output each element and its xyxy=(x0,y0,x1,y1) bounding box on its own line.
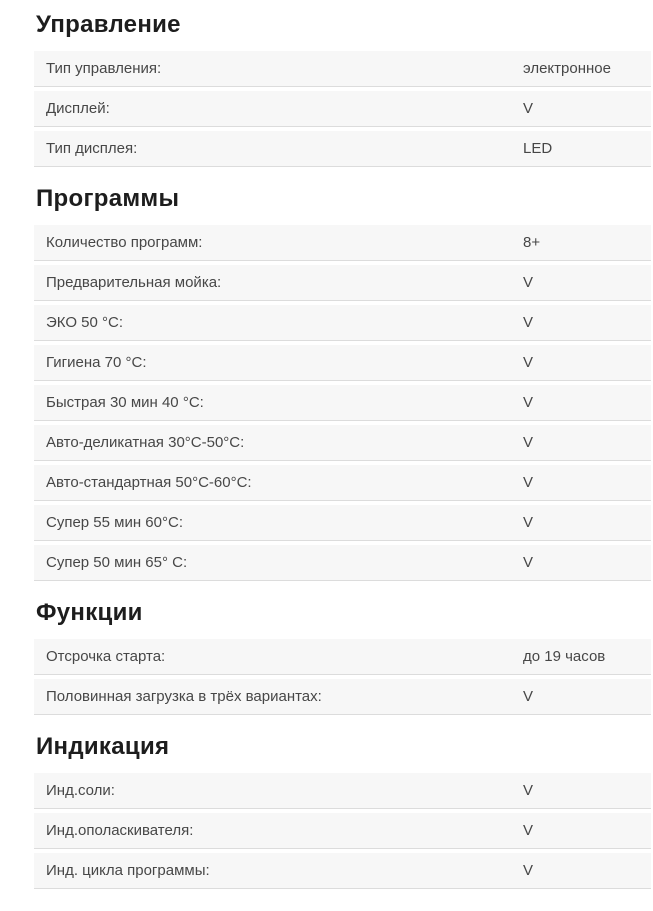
spec-label: Быстрая 30 мин 40 °С: xyxy=(46,394,204,411)
spec-row: Гигиена 70 °С: V xyxy=(34,345,651,381)
spec-row: Супер 55 мин 60°С: V xyxy=(34,505,651,541)
section-rows: Инд.соли: V Инд.ополаскивателя: V Инд. ц… xyxy=(34,773,651,889)
spec-row: Тип дисплея: LED xyxy=(34,131,651,167)
spec-value: электронное xyxy=(523,60,611,77)
spec-value: V xyxy=(523,314,534,331)
spec-row: Авто-деликатная 30°С-50°С: V xyxy=(34,425,651,461)
spec-value: V xyxy=(523,474,534,491)
spec-row: Тип управления: электронное xyxy=(34,51,651,87)
spec-label: Отсрочка старта: xyxy=(46,648,166,665)
spec-label: Предварительная мойка: xyxy=(46,274,222,291)
section-rows: Отсрочка старта: до 19 часов Половинная … xyxy=(34,639,651,715)
spec-section: Индикация Инд.соли: V Инд.ополаскивателя… xyxy=(0,735,653,889)
spec-value: V xyxy=(523,688,534,705)
spec-row: ЭКО 50 °С: V xyxy=(34,305,651,341)
spec-label: Инд.ополаскивателя: xyxy=(46,822,194,839)
spec-row: Половинная загрузка в трёх вариантах: V xyxy=(34,679,651,715)
spec-row: Авто-стандартная 50°С-60°С: V xyxy=(34,465,651,501)
spec-value: до 19 часов xyxy=(523,648,606,665)
spec-row: Дисплей: V xyxy=(34,91,651,127)
spec-section: Функции Отсрочка старта: до 19 часов Пол… xyxy=(0,601,653,715)
spec-section: Управление Тип управления: электронное Д… xyxy=(0,13,653,167)
spec-label: Супер 50 мин 65° С: xyxy=(46,554,188,571)
spec-label: Половинная загрузка в трёх вариантах: xyxy=(46,688,322,705)
spec-label: Инд. цикла программы: xyxy=(46,862,210,879)
spec-label: Авто-стандартная 50°С-60°С: xyxy=(46,474,252,491)
spec-row: Супер 50 мин 65° С: V xyxy=(34,545,651,581)
spec-value: V xyxy=(523,434,534,451)
spec-value: V xyxy=(523,782,534,799)
section-rows: Количество программ: 8+ Предварительная … xyxy=(34,225,651,581)
spec-value: V xyxy=(523,394,534,411)
section-title: Функции xyxy=(36,599,143,626)
spec-row: Инд.ополаскивателя: V xyxy=(34,813,651,849)
spec-row: Инд. цикла программы: V xyxy=(34,853,651,889)
section-rows: Тип управления: электронное Дисплей: V Т… xyxy=(34,51,651,167)
section-title: Индикация xyxy=(36,733,170,760)
spec-label: Тип дисплея: xyxy=(46,140,138,157)
spec-value: LED xyxy=(523,140,553,157)
specs-page: Управление Тип управления: электронное Д… xyxy=(0,13,653,889)
spec-label: Авто-деликатная 30°С-50°С: xyxy=(46,434,245,451)
spec-label: ЭКО 50 °С: xyxy=(46,314,124,331)
spec-value: V xyxy=(523,514,534,531)
spec-section: Программы Количество программ: 8+ Предва… xyxy=(0,187,653,581)
spec-value: V xyxy=(523,554,534,571)
spec-row: Инд.соли: V xyxy=(34,773,651,809)
spec-value: V xyxy=(523,822,534,839)
spec-label: Инд.соли: xyxy=(46,782,115,799)
spec-value: V xyxy=(523,274,534,291)
spec-value: 8+ xyxy=(523,234,541,251)
spec-label: Тип управления: xyxy=(46,60,162,77)
spec-row: Отсрочка старта: до 19 часов xyxy=(34,639,651,675)
spec-row: Быстрая 30 мин 40 °С: V xyxy=(34,385,651,421)
spec-label: Количество программ: xyxy=(46,234,203,251)
spec-label: Дисплей: xyxy=(46,100,110,117)
spec-row: Предварительная мойка: V xyxy=(34,265,651,301)
spec-value: V xyxy=(523,100,534,117)
spec-value: V xyxy=(523,354,534,371)
spec-label: Гигиена 70 °С: xyxy=(46,354,147,371)
section-title: Программы xyxy=(36,185,180,212)
spec-row: Количество программ: 8+ xyxy=(34,225,651,261)
section-title: Управление xyxy=(36,11,181,38)
spec-label: Супер 55 мин 60°С: xyxy=(46,514,183,531)
spec-value: V xyxy=(523,862,534,879)
